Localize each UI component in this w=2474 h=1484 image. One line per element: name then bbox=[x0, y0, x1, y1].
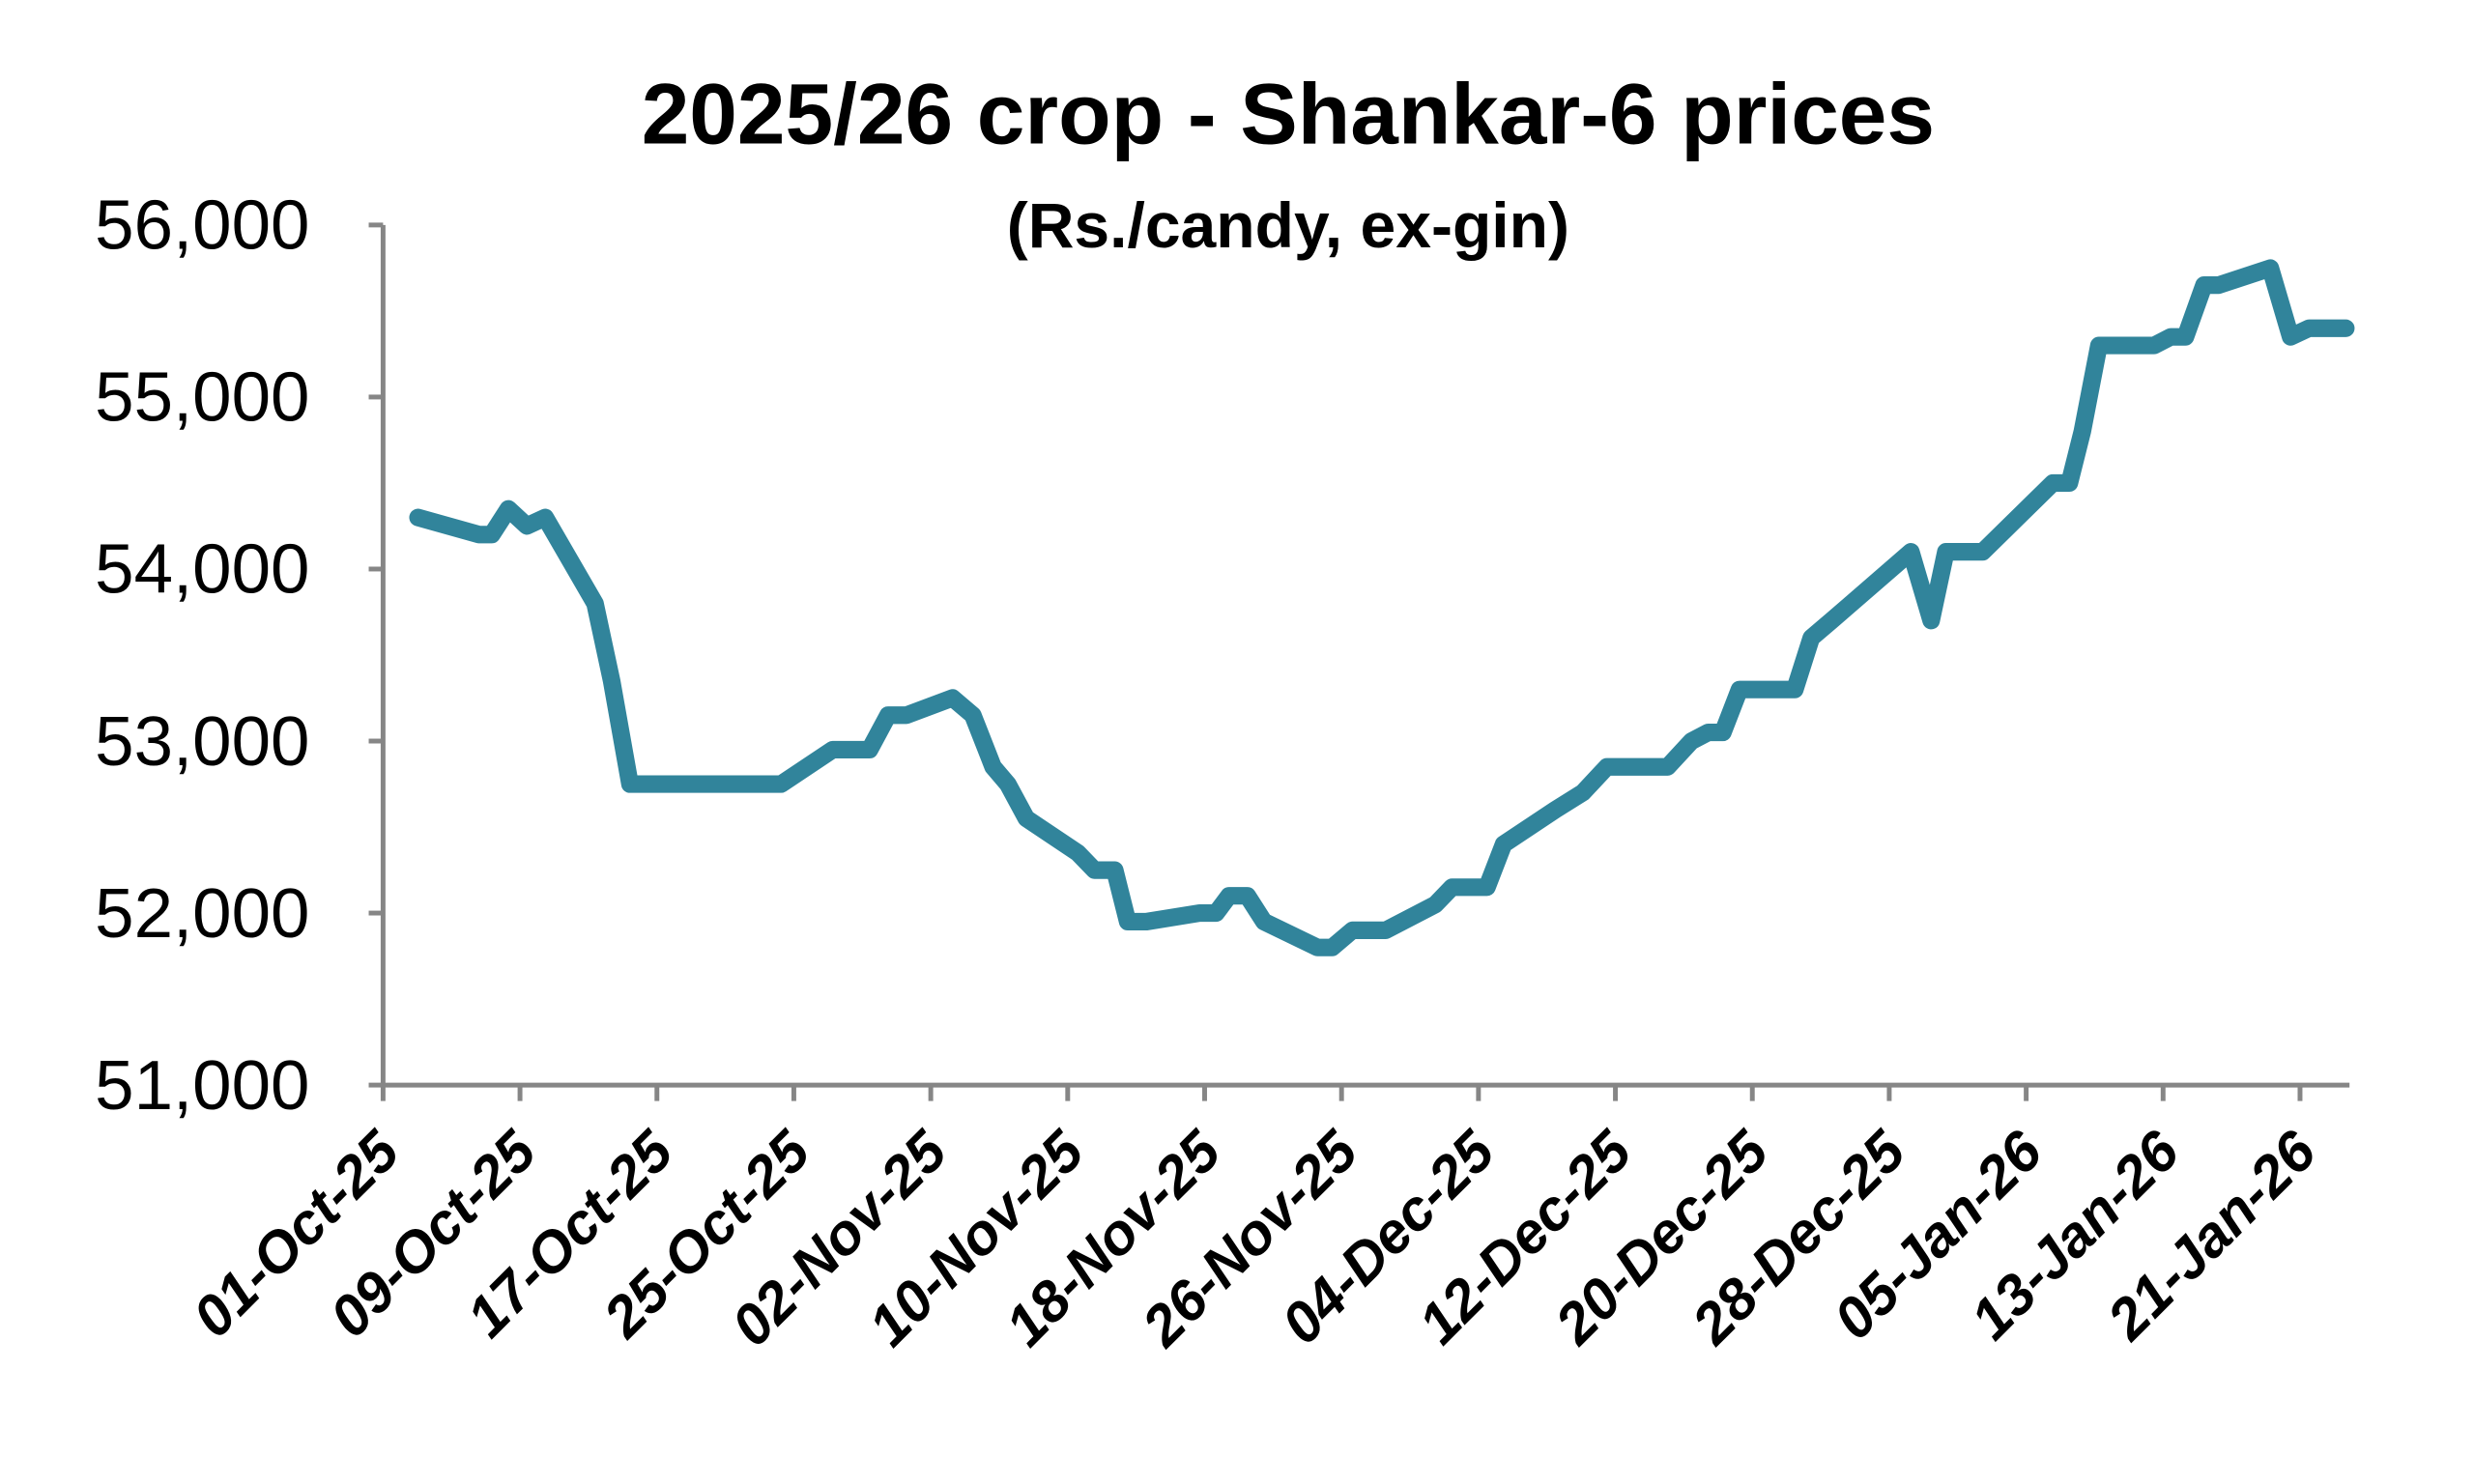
y-tick-label: 53,000 bbox=[95, 702, 309, 781]
series-line-shankar-6 bbox=[409, 259, 2355, 956]
y-tick-label: 54,000 bbox=[95, 530, 309, 609]
y-tick-label: 51,000 bbox=[95, 1046, 309, 1125]
chart-title: 2025/26 crop - Shankar-6 prices bbox=[642, 66, 1935, 162]
chart-subtitle: (Rs./candy, ex-gin) bbox=[1007, 189, 1569, 261]
y-tick-label: 55,000 bbox=[95, 358, 309, 437]
y-tick-label: 52,000 bbox=[95, 874, 309, 953]
y-tick-label: 56,000 bbox=[95, 186, 309, 265]
